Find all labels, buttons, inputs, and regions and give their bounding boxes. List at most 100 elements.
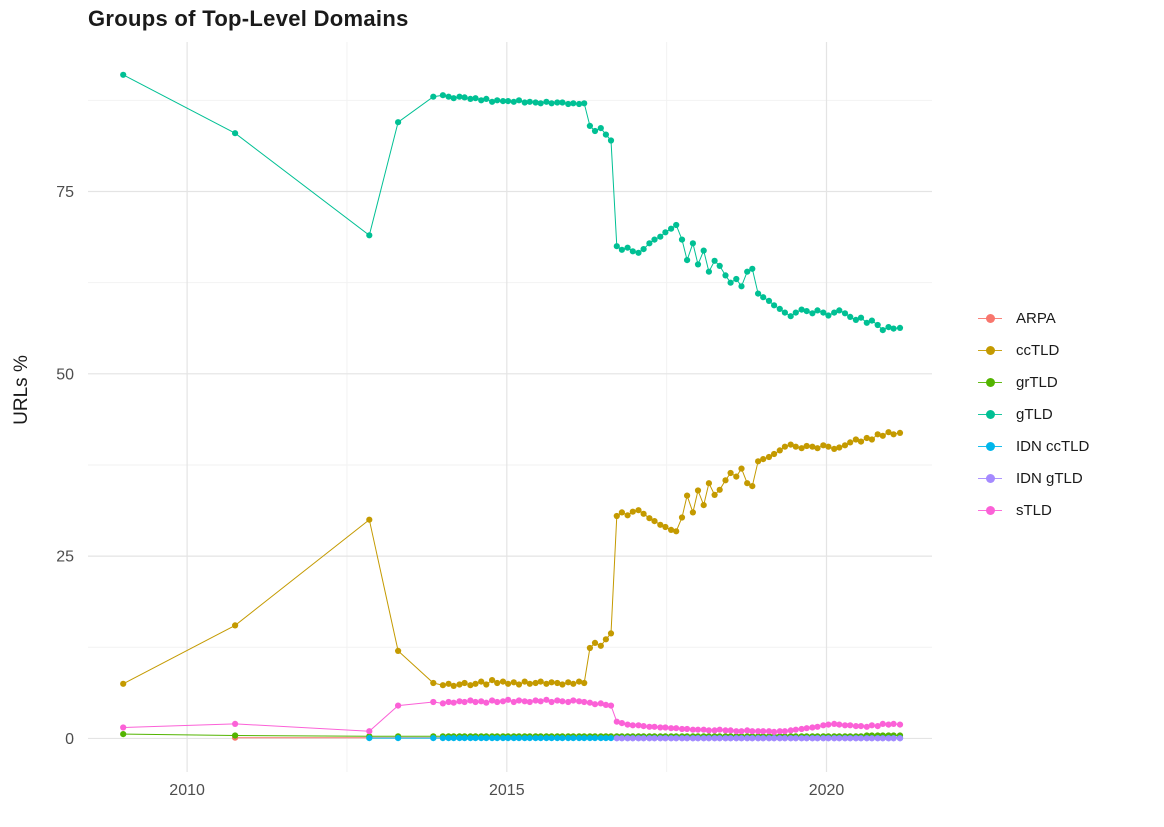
data-point-stld (515, 697, 523, 704)
data-point-stld (684, 725, 691, 733)
series-line-cctld (122, 431, 901, 687)
data-point-idn-gtld (803, 735, 810, 742)
data-point-gtld (694, 261, 702, 268)
data-point-idn-gtld (657, 735, 664, 742)
data-point-stld (510, 698, 517, 706)
data-point-gtld (635, 249, 642, 256)
data-point-cctld (722, 477, 729, 484)
data-point-idn-gtld (879, 735, 886, 742)
data-point-cctld (798, 445, 805, 452)
legend-item-label: sTLD (1016, 501, 1052, 519)
data-point-stld (852, 723, 860, 730)
y-tick-label: 75 (56, 184, 74, 201)
data-point-stld (831, 720, 838, 728)
data-point-idn-cctld (366, 735, 373, 742)
legend-item-label: IDN ccTLD (1016, 437, 1090, 455)
data-point-idn-gtld (684, 735, 691, 742)
data-point-idn-cctld (526, 735, 533, 742)
data-point-cctld (613, 512, 620, 520)
data-point-gtld (629, 248, 636, 255)
data-point-gtld (456, 93, 463, 100)
data-point-gtld (711, 257, 718, 264)
data-point-cctld (554, 679, 561, 687)
data-point-idn-gtld (798, 735, 805, 742)
arpa-legend-key-icon (976, 310, 1004, 326)
data-point-idn-cctld (445, 735, 452, 742)
data-point-cctld (537, 678, 544, 685)
data-point-idn-cctld (548, 735, 555, 742)
data-point-stld (554, 697, 561, 704)
data-point-gtld (852, 316, 860, 323)
data-point-gtld (395, 119, 402, 126)
data-point-stld (629, 722, 636, 729)
series-line-gtld (122, 74, 901, 331)
data-point-cctld (716, 486, 723, 493)
data-point-cctld (711, 491, 718, 498)
data-point-cctld (760, 456, 767, 463)
data-point-gtld (576, 100, 583, 108)
y-tick-label: 25 (56, 549, 74, 566)
series-line-stld (123, 699, 901, 733)
data-point-stld (640, 723, 647, 730)
data-point-gtld (120, 71, 127, 78)
data-point-stld (738, 728, 745, 735)
legend-item-cctld: ccTLD (976, 334, 1089, 366)
data-point-stld (694, 726, 702, 733)
data-point-cctld (499, 678, 507, 685)
data-point-cctld (700, 502, 707, 509)
data-point-cctld (820, 442, 827, 449)
data-point-gtld (689, 240, 697, 247)
data-point-cctld (885, 429, 892, 436)
data-point-cctld (765, 453, 773, 461)
data-point-cctld (602, 636, 610, 643)
data-point-gtld (700, 247, 707, 254)
data-point-idn-gtld (694, 735, 702, 742)
data-point-idn-gtld (852, 735, 860, 742)
data-point-stld (499, 698, 507, 705)
data-point-cctld (738, 465, 745, 472)
data-point-stld (847, 722, 854, 729)
data-point-stld (494, 698, 501, 706)
data-point-stld (863, 723, 870, 730)
data-point-gtld (673, 221, 680, 229)
data-point-cctld (890, 431, 897, 438)
data-point-cctld (776, 447, 783, 454)
data-point-gtld (640, 246, 647, 253)
data-point-cctld (494, 679, 501, 687)
data-point-gtld (232, 130, 239, 137)
data-point-gtld (618, 246, 626, 253)
data-point-gtld (814, 307, 821, 314)
data-point-cctld (472, 680, 479, 687)
data-point-stld (868, 722, 876, 729)
data-point-stld (841, 722, 849, 729)
data-point-idn-gtld (841, 735, 849, 742)
data-point-cctld (841, 442, 849, 449)
data-point-stld (439, 700, 446, 707)
data-point-cctld (646, 515, 653, 522)
data-point-stld (885, 721, 892, 728)
data-point-grtld (120, 731, 127, 738)
data-point-gtld (521, 99, 528, 106)
data-point-cctld (478, 678, 485, 685)
x-tick-label: 2010 (169, 782, 205, 799)
data-point-stld (548, 698, 555, 706)
data-point-stld (744, 727, 751, 734)
data-point-idn-cctld (570, 735, 577, 742)
data-point-cctld (232, 622, 239, 629)
data-point-stld (657, 724, 664, 731)
data-point-cctld (515, 681, 523, 688)
data-point-stld (586, 699, 594, 706)
data-point-gtld (885, 324, 892, 331)
data-point-idn-cctld (586, 735, 594, 742)
data-point-idn-gtld (624, 735, 631, 742)
data-point-idn-gtld (722, 735, 729, 742)
data-point-cctld (744, 480, 751, 487)
data-point-cctld (852, 436, 860, 443)
data-point-gtld (494, 97, 501, 104)
data-point-idn-gtld (820, 735, 827, 742)
data-point-stld (765, 728, 773, 735)
data-point-stld (597, 700, 604, 707)
data-point-stld (776, 728, 783, 735)
data-point-stld (483, 699, 490, 706)
data-point-stld (607, 702, 615, 709)
